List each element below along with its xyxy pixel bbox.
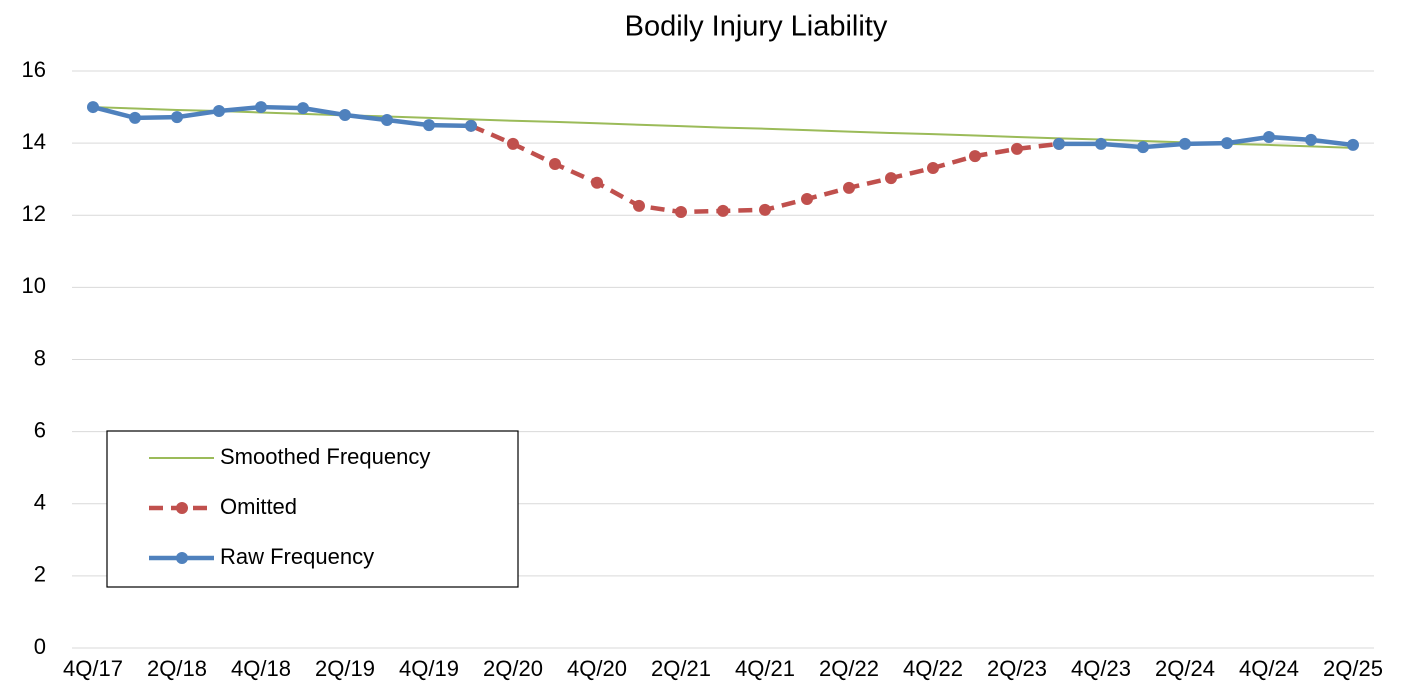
series-line: [92, 104, 1354, 150]
legend-marker: [176, 552, 188, 564]
point: [1095, 137, 1107, 150]
x-tick-label: 4Q/18: [231, 656, 291, 681]
point: [297, 102, 309, 115]
x-tick-label: 2Q/23: [987, 656, 1047, 681]
y-tick-label: 0: [34, 634, 46, 659]
x-tick-label: 2Q/22: [819, 656, 879, 681]
x-tick-label: 2Q/24: [1155, 656, 1215, 681]
y-tick-label: 8: [34, 345, 46, 370]
y-tick-label: 10: [22, 273, 46, 298]
point: [1011, 142, 1023, 155]
x-tick-label: 4Q/17: [63, 656, 123, 681]
point: [1221, 137, 1233, 150]
point: [1053, 137, 1065, 150]
x-tick-label: 2Q/18: [147, 656, 207, 681]
point: [969, 150, 981, 163]
y-tick-label: 12: [22, 201, 46, 226]
point: [423, 119, 435, 132]
point: [1137, 141, 1149, 154]
y-tick-label: 6: [34, 417, 46, 442]
x-tick-label: 4Q/22: [903, 656, 963, 681]
point: [1263, 130, 1275, 143]
point: [1347, 138, 1359, 151]
x-tick-label: 4Q/24: [1239, 656, 1299, 681]
point: [633, 199, 645, 212]
x-tick-label: 4Q/23: [1071, 656, 1131, 681]
legend-marker: [176, 502, 188, 514]
legend-label: Raw Frequency: [220, 544, 374, 569]
x-tick-label: 2Q/19: [315, 656, 375, 681]
series-line: [92, 106, 1354, 149]
point: [213, 105, 225, 118]
legend-label: Smoothed Frequency: [220, 444, 430, 469]
point: [717, 204, 729, 217]
point: [843, 181, 855, 194]
y-tick-label: 2: [34, 562, 46, 587]
point: [801, 193, 813, 206]
point: [381, 114, 393, 127]
point: [591, 176, 603, 189]
x-tick-label: 2Q/21: [651, 656, 711, 681]
point: [927, 162, 939, 175]
point: [255, 101, 267, 114]
series-line: [470, 123, 1060, 215]
point: [87, 101, 99, 114]
point: [549, 158, 561, 171]
point: [129, 111, 141, 124]
y-tick-label: 16: [22, 57, 46, 82]
point: [339, 108, 351, 121]
point: [507, 137, 519, 150]
point: [1305, 133, 1317, 146]
legend-label: Omitted: [220, 494, 297, 519]
point: [759, 203, 771, 216]
x-tick-label: 4Q/20: [567, 656, 627, 681]
point: [1179, 137, 1191, 150]
point: [465, 119, 477, 132]
x-tick-label: 2Q/25: [1323, 656, 1383, 681]
y-tick-label: 4: [34, 490, 46, 515]
chart-title: Bodily Injury Liability: [625, 11, 888, 43]
x-tick-label: 4Q/21: [735, 656, 795, 681]
point: [675, 206, 687, 219]
y-tick-label: 14: [22, 129, 46, 154]
point: [885, 172, 897, 185]
point: [171, 111, 183, 124]
x-tick-label: 4Q/19: [399, 656, 459, 681]
x-tick-label: 2Q/20: [483, 656, 543, 681]
